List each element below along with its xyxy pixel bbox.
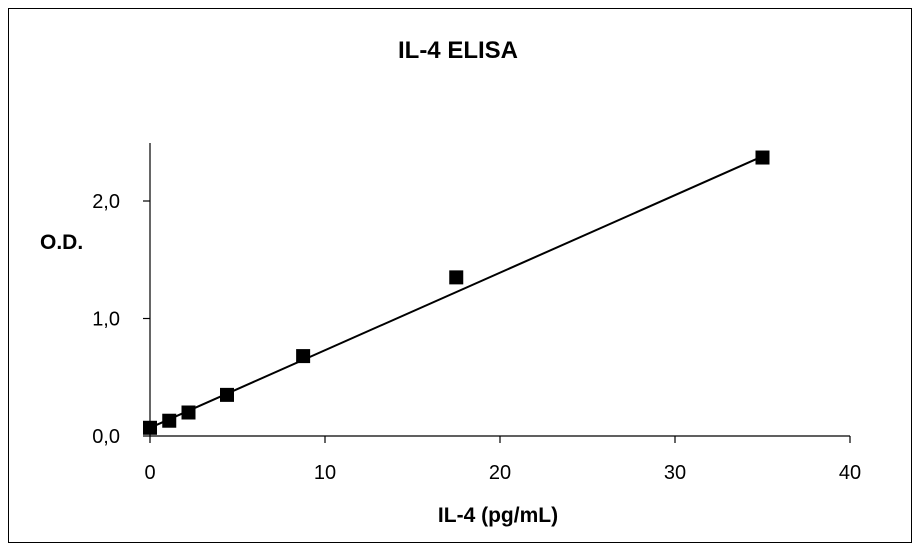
data-point (162, 413, 177, 428)
x-tick-label: 40 (839, 462, 861, 484)
y-tick-label: 0,0 (92, 426, 120, 448)
x-tick-label: 30 (664, 462, 686, 484)
data-point (143, 420, 157, 435)
y-axis-label: O.D. (40, 231, 83, 254)
trendline (149, 155, 763, 429)
data-point (181, 405, 196, 420)
y-tick-label: 2,0 (92, 191, 120, 213)
data-point (220, 387, 234, 402)
data-point (449, 270, 464, 285)
data-point (296, 349, 311, 364)
x-tick-label: 20 (489, 462, 511, 484)
data-points (143, 150, 770, 435)
x-axis-label: IL-4 (pg/mL) (438, 504, 558, 527)
chart-title: IL-4 ELISA (398, 37, 518, 64)
y-tick-label: 1,0 (92, 309, 120, 331)
data-point (755, 150, 770, 165)
axes: 0 10 20 30 40 0,0 1,0 2,0 (92, 143, 861, 484)
x-tick-label: 10 (314, 462, 336, 484)
x-tick-label: 0 (144, 462, 155, 484)
trendline-group (149, 155, 763, 429)
